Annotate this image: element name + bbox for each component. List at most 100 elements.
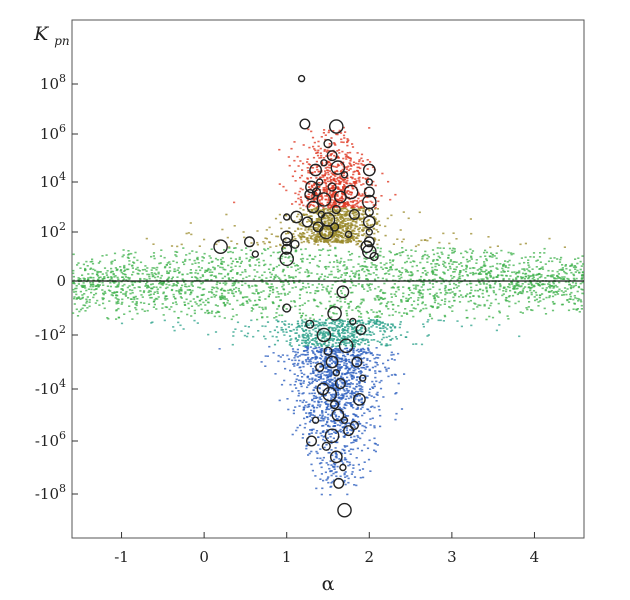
cloud-point <box>325 268 328 270</box>
cloud-point <box>546 275 549 277</box>
cloud-point <box>340 206 343 208</box>
cloud-point <box>332 266 335 268</box>
cloud-point <box>307 241 311 244</box>
cloud-point <box>210 312 213 314</box>
cloud-point <box>449 292 452 294</box>
cloud-point <box>328 211 331 213</box>
cloud-point <box>341 210 344 212</box>
cloud-point <box>115 318 118 320</box>
cloud-point <box>139 281 142 283</box>
cloud-point <box>347 307 350 309</box>
cloud-point <box>375 274 378 276</box>
cloud-point <box>505 297 508 299</box>
cloud-point <box>352 418 355 421</box>
cloud-point <box>550 285 553 287</box>
cloud-point <box>124 295 128 297</box>
cloud-point <box>352 173 355 176</box>
cloud-point <box>343 413 346 416</box>
cloud-point <box>392 353 395 356</box>
cloud-point <box>362 298 365 301</box>
cloud-point <box>358 173 361 175</box>
cloud-point <box>314 234 318 236</box>
cloud-point <box>346 166 349 168</box>
cloud-point <box>442 247 445 249</box>
cloud-point <box>261 281 264 283</box>
cloud-point <box>325 366 328 368</box>
cloud-point <box>522 276 525 279</box>
cloud-point <box>340 180 343 183</box>
cloud-point <box>358 315 361 318</box>
cloud-point <box>353 199 356 202</box>
cloud-point <box>342 141 345 144</box>
cloud-point <box>358 382 361 385</box>
cloud-point <box>306 196 309 198</box>
cloud-point <box>341 329 344 331</box>
cloud-point <box>455 266 458 268</box>
cloud-point <box>211 310 214 313</box>
cloud-point <box>255 290 258 292</box>
cloud-point <box>346 370 350 372</box>
cloud-point <box>348 379 351 382</box>
cloud-point <box>557 273 560 275</box>
cloud-point <box>311 357 314 359</box>
cloud-point <box>432 253 436 256</box>
cloud-point <box>318 318 321 321</box>
cloud-point <box>561 267 564 269</box>
cloud-point <box>218 311 221 313</box>
cloud-point <box>335 354 338 357</box>
cloud-point <box>443 265 446 267</box>
cloud-point <box>339 300 342 303</box>
cloud-point <box>355 360 358 362</box>
cloud-point <box>307 286 310 288</box>
cloud-point <box>329 234 332 236</box>
cloud-point <box>92 285 95 288</box>
cloud-point <box>282 284 285 286</box>
cloud-point <box>216 287 219 290</box>
cloud-point <box>362 227 365 229</box>
cloud-point <box>181 261 185 263</box>
cloud-point <box>131 289 134 292</box>
cloud-point <box>330 204 333 207</box>
cloud-point <box>340 221 343 223</box>
cloud-point <box>350 192 353 194</box>
cloud-point <box>523 268 526 270</box>
cloud-point <box>362 164 366 166</box>
cloud-point <box>311 171 314 174</box>
cloud-point <box>319 342 322 345</box>
cloud-point <box>320 161 323 163</box>
cloud-point <box>310 194 313 197</box>
cloud-point <box>93 294 96 296</box>
cloud-point <box>148 294 151 297</box>
cloud-point <box>319 332 323 334</box>
cloud-point <box>432 271 435 273</box>
cloud-point <box>296 155 299 158</box>
cloud-point <box>367 327 370 329</box>
cloud-point <box>355 214 358 216</box>
cloud-point <box>268 241 271 244</box>
cloud-point <box>363 257 366 260</box>
cloud-point <box>287 257 290 259</box>
cloud-point <box>359 240 362 243</box>
cloud-point <box>352 204 355 207</box>
cloud-point <box>322 456 325 459</box>
cloud-point <box>355 180 358 182</box>
cloud-point <box>294 332 297 334</box>
cloud-point <box>148 289 151 292</box>
cloud-point <box>369 360 372 362</box>
cloud-point <box>279 221 282 224</box>
cloud-point <box>474 289 477 292</box>
cloud-point <box>362 207 365 210</box>
cloud-point <box>94 292 98 295</box>
cloud-point <box>188 252 191 255</box>
cloud-point <box>357 233 360 235</box>
cloud-point <box>385 272 388 275</box>
cloud-point <box>309 365 313 368</box>
cloud-point <box>352 406 355 409</box>
cloud-point <box>537 305 540 307</box>
cloud-point <box>81 297 84 300</box>
cloud-point <box>308 392 311 395</box>
cloud-point <box>548 283 551 286</box>
cloud-point <box>248 264 251 266</box>
cloud-point <box>330 287 333 290</box>
cloud-point <box>437 302 440 305</box>
